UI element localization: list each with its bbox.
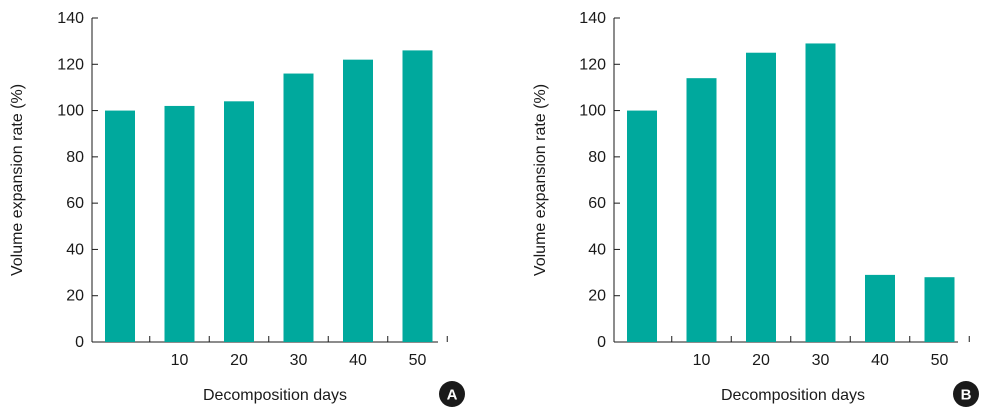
x-tick-label: 40 [349, 352, 367, 369]
x-tick-label: 50 [409, 352, 427, 369]
y-tick-label: 20 [588, 288, 606, 305]
x-tick-label: 30 [812, 352, 830, 369]
bar [627, 110, 657, 342]
y-tick-label: 140 [579, 10, 606, 27]
x-tick-label: 10 [693, 352, 711, 369]
x-tick-label: 30 [290, 352, 308, 369]
bar [283, 73, 314, 343]
chart-panel-b: 0 20 40 60 80 100 120 140 10 20 30 40 50 Volume expan… [532, 10, 979, 407]
bar [402, 50, 433, 343]
y-tick-label: 80 [66, 149, 84, 166]
y-tick-label: 120 [57, 56, 84, 73]
y-axis-title: Volume expansion rate (%) [9, 84, 26, 276]
x-tick-label: 50 [931, 352, 949, 369]
x-tick-label: 20 [230, 352, 248, 369]
y-tick-label: 0 [597, 334, 606, 351]
y-tick-label: 60 [588, 195, 606, 212]
bar [746, 52, 776, 342]
y-tick-label: 80 [588, 149, 606, 166]
bar [686, 78, 717, 343]
bar [924, 277, 955, 342]
y-tick-label: 0 [75, 334, 84, 351]
y-tick-label: 140 [57, 10, 84, 27]
bar [164, 105, 195, 342]
bar [343, 59, 373, 343]
y-tick-label: 40 [588, 241, 606, 258]
y-tick-label: 100 [57, 103, 84, 120]
bar [865, 274, 895, 342]
panel-badge [439, 381, 465, 407]
x-tick-label: 40 [871, 352, 889, 369]
x-tick-label: 20 [752, 352, 770, 369]
bar [105, 110, 135, 342]
y-axis-title: Volume expansion rate (%) [532, 84, 549, 276]
bar [805, 43, 836, 342]
chart-panel-a: 0 20 40 60 80 100 120 140 10 20 30 40 50 Volume expan… [9, 10, 465, 407]
x-axis-title: Decomposition days [203, 387, 347, 404]
panel-badge [953, 381, 979, 407]
panel-badge-label: B [961, 387, 972, 404]
y-tick-label: 20 [66, 288, 84, 305]
y-tick-label: 60 [66, 195, 84, 212]
panel-badge-label: A [447, 387, 458, 404]
x-axis-title: Decomposition days [721, 387, 865, 404]
x-tick-label: 10 [171, 352, 189, 369]
y-tick-label: 120 [579, 56, 606, 73]
y-tick-label: 40 [66, 241, 84, 258]
bar [224, 101, 254, 342]
y-tick-label: 100 [579, 103, 606, 120]
